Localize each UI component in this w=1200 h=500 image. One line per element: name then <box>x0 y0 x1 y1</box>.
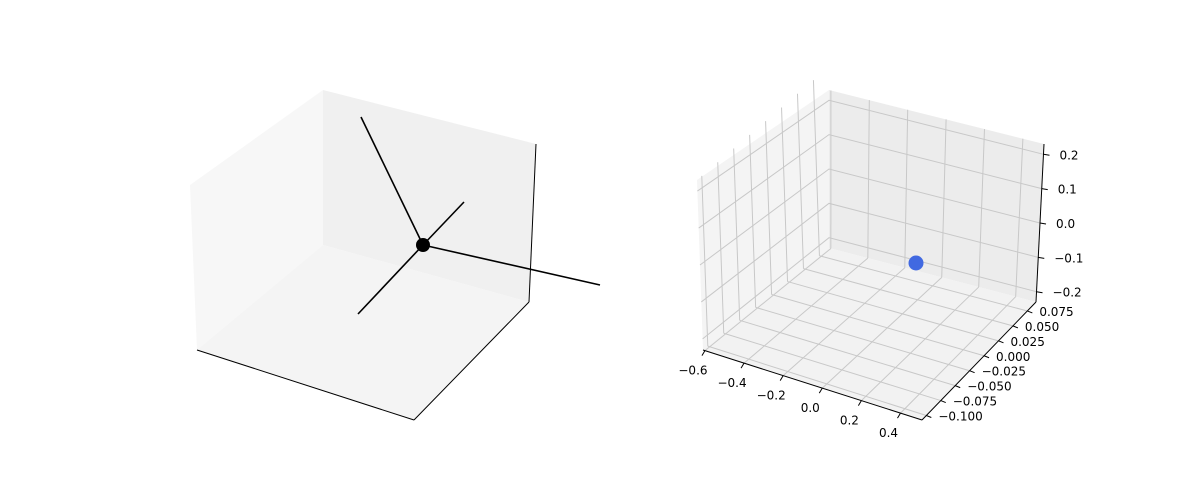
left-point-0 <box>416 238 430 252</box>
y-grid-vertical <box>812 80 820 256</box>
left-line-2 <box>357 244 424 315</box>
left-pane-left <box>190 90 323 350</box>
left-line-0 <box>422 244 601 286</box>
left-edge-bottom-right <box>413 301 530 421</box>
z-grid-line <box>700 202 1039 303</box>
y-tick-mark <box>1012 325 1019 329</box>
y-tick-label: −0.075 <box>953 395 997 409</box>
y-grid-vertical <box>749 134 757 308</box>
y-grid-vertical <box>781 107 789 282</box>
y-tick-label: −0.100 <box>938 410 982 424</box>
y-grid-line <box>771 294 985 357</box>
left-line-group <box>357 116 601 315</box>
y-tick-mark <box>983 355 990 359</box>
y-tick-label: −0.050 <box>967 380 1011 394</box>
y-grid-line <box>819 255 1028 312</box>
left-axes-3d <box>190 90 601 421</box>
y-grid-vertical <box>796 93 804 269</box>
x-tick-mark <box>701 350 706 356</box>
y-tick-label: 0.025 <box>1010 335 1044 349</box>
y-grid-line <box>739 319 956 387</box>
x-tick-label: −0.2 <box>757 389 786 403</box>
y-grid-vertical <box>733 148 741 321</box>
y-tick-label: 0.050 <box>1025 320 1059 334</box>
right-grid <box>697 80 1044 416</box>
z-tick-mark <box>1039 222 1047 225</box>
y-tick-mark <box>926 415 932 418</box>
y-grid-line <box>803 268 1014 327</box>
y-grid-line <box>707 345 927 416</box>
left-edge-top <box>528 143 537 303</box>
right-pane-left <box>697 90 829 350</box>
y-grid-line <box>723 332 941 402</box>
z-tick-label: 0.2 <box>1059 148 1078 162</box>
scatter-point-0 <box>908 255 924 271</box>
y-grid-vertical <box>717 162 725 334</box>
right-axes-3d: −0.6−0.4−0.20.00.20.4−0.100−0.075−0.050−… <box>678 80 1083 440</box>
y-tick-mark <box>969 370 975 374</box>
right-ticks: −0.6−0.4−0.20.00.20.4−0.100−0.075−0.050−… <box>678 148 1083 440</box>
z-tick-mark <box>1038 256 1045 259</box>
x-tick-label: 0.2 <box>840 414 859 428</box>
x-tick-mark <box>779 375 784 381</box>
x-tick-mark <box>818 387 823 394</box>
z-tick-mark <box>1041 188 1048 191</box>
x-tick-label: 0.4 <box>879 426 898 440</box>
x-tick-label: 0.0 <box>801 401 820 415</box>
z-tick-mark <box>1036 291 1043 294</box>
right-point-group <box>908 255 924 271</box>
y-grid-line <box>755 306 970 372</box>
x-tick-label: −0.4 <box>717 376 746 390</box>
z-tick-label: −0.1 <box>1054 251 1083 265</box>
y-tick-mark <box>998 340 1004 344</box>
x-tick-mark <box>897 412 901 419</box>
z-grid-line <box>697 99 1044 192</box>
y-grid-vertical <box>765 121 773 295</box>
z-tick-label: 0.1 <box>1058 183 1077 197</box>
y-tick-mark <box>955 385 961 389</box>
x-tick-mark <box>740 362 745 369</box>
left-edge-bottom-left <box>196 349 415 421</box>
left-line-1 <box>422 201 465 246</box>
z-grid-line <box>699 168 1041 266</box>
x-tick-label: −0.6 <box>678 364 707 378</box>
x-tick-mark <box>857 400 862 406</box>
y-tick-mark <box>940 400 946 404</box>
z-grid-line <box>702 237 1037 340</box>
z-tick-mark <box>1043 153 1050 156</box>
z-tick-label: 0.0 <box>1056 217 1075 231</box>
y-tick-label: −0.025 <box>982 365 1026 379</box>
y-grid-line <box>787 281 999 342</box>
left-line-3 <box>360 116 424 246</box>
y-tick-mark <box>1027 310 1033 314</box>
y-tick-label: 0.075 <box>1039 305 1073 319</box>
z-grid-line <box>698 134 1042 229</box>
z-tick-label: −0.2 <box>1053 286 1082 300</box>
left-point-group <box>416 238 430 252</box>
x-axis-line <box>702 349 923 421</box>
left-pane-back <box>323 90 536 302</box>
y-tick-label: 0.000 <box>996 350 1030 364</box>
